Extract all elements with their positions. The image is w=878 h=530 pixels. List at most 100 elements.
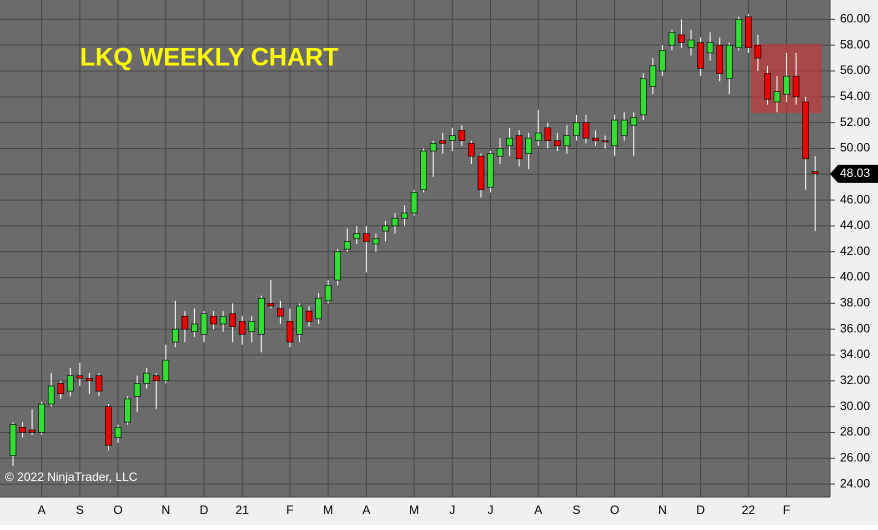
candle-body: [468, 142, 475, 157]
candle-body: [716, 44, 724, 74]
x-tick-label: A: [362, 503, 370, 517]
x-tick-label: N: [161, 503, 170, 517]
last-price-marker: [830, 164, 878, 183]
candle-body: [57, 383, 65, 395]
candle-body: [38, 403, 45, 433]
candle-body: [67, 375, 74, 392]
y-tick-label: 50.00: [840, 141, 870, 155]
candle-body: [573, 122, 580, 136]
candle-body: [200, 313, 208, 335]
candle-body: [458, 130, 466, 142]
candle-body: [639, 78, 647, 116]
candle-body: [811, 171, 819, 175]
x-tick-label: D: [200, 503, 209, 517]
y-tick-label: 54.00: [840, 89, 870, 103]
y-tick-label: 24.00: [840, 476, 870, 490]
candle-body: [343, 241, 351, 250]
candle-body: [668, 31, 676, 46]
candle-body: [487, 153, 494, 188]
candle-body: [544, 127, 552, 142]
y-tick-label: 28.00: [840, 425, 870, 439]
x-tick-label: N: [658, 503, 667, 517]
candle-body: [248, 321, 256, 333]
y-tick-label: 46.00: [840, 192, 870, 206]
y-tick-label: 52.00: [840, 115, 870, 129]
x-tick-label: 22: [742, 503, 756, 517]
candle-body: [277, 308, 284, 317]
candle-body: [210, 315, 217, 325]
candle-body: [582, 122, 590, 139]
y-tick-label: 56.00: [840, 63, 870, 77]
candle-body: [28, 429, 36, 433]
candle-body: [143, 372, 150, 384]
candle-body: [334, 251, 342, 281]
candle-body: [611, 119, 618, 147]
candle-body: [86, 377, 93, 382]
candle-body: [687, 39, 695, 49]
candle-body: [620, 119, 628, 136]
candle-body: [630, 117, 638, 126]
plot-area: [0, 0, 830, 497]
x-tick-label: A: [38, 503, 46, 517]
candle-body: [792, 75, 800, 98]
candle-body: [534, 132, 542, 142]
candle-body: [353, 233, 361, 240]
x-tick-label: S: [572, 503, 580, 517]
candle-body: [191, 323, 198, 333]
candle-body: [47, 385, 55, 405]
candle-body: [525, 137, 533, 154]
candle-body: [76, 375, 84, 379]
chart-title: LKQ WEEKLY CHART: [80, 44, 338, 72]
y-tick-label: 44.00: [840, 218, 870, 232]
candle-body: [315, 297, 322, 320]
candle-body: [410, 192, 418, 214]
x-tick-label: J: [488, 503, 494, 517]
x-tick-label: 21: [236, 503, 250, 517]
candle-body: [783, 75, 790, 95]
candle-body: [172, 328, 179, 343]
candle-body: [706, 42, 714, 54]
x-tick-label: O: [610, 503, 619, 517]
candle-body: [152, 375, 160, 382]
x-tick-label: F: [286, 503, 293, 517]
candle-body: [563, 135, 571, 147]
candle-body: [229, 313, 236, 327]
candle-body: [554, 140, 561, 147]
last-price-label: 48.03: [840, 166, 870, 180]
copyright: © 2022 NinjaTrader, LLC: [5, 470, 138, 484]
candle-body: [391, 217, 399, 227]
candle-body: [649, 65, 657, 87]
candle-body: [754, 44, 762, 59]
candle-body: [773, 91, 781, 103]
candle-body: [363, 233, 370, 242]
x-tick-label: O: [113, 503, 122, 517]
candle-body: [267, 303, 275, 307]
candle-body: [305, 310, 313, 322]
candle-body: [219, 315, 227, 325]
candle-body: [429, 142, 437, 152]
candle-body: [601, 140, 609, 143]
candle-body: [735, 19, 743, 49]
candle-body: [401, 212, 408, 219]
candle-body: [764, 73, 771, 100]
candle-body: [95, 375, 103, 392]
candle-body: [725, 44, 733, 80]
candle-body: [678, 34, 685, 43]
candle-body: [448, 135, 456, 142]
candle-body: [19, 426, 26, 433]
candle-body: [382, 225, 389, 232]
candle-body: [496, 148, 504, 157]
candle-body: [9, 424, 17, 456]
candle-body: [124, 398, 131, 423]
y-tick-label: 58.00: [840, 37, 870, 51]
candle-body: [162, 359, 170, 382]
x-tick-label: J: [449, 503, 455, 517]
candle-body: [477, 155, 485, 191]
candle-body: [286, 321, 294, 343]
x-tick-label: F: [783, 503, 790, 517]
x-tick-label: M: [323, 503, 333, 517]
y-tick-label: 32.00: [840, 373, 870, 387]
candle-body: [296, 305, 303, 335]
candle-body: [745, 16, 752, 49]
